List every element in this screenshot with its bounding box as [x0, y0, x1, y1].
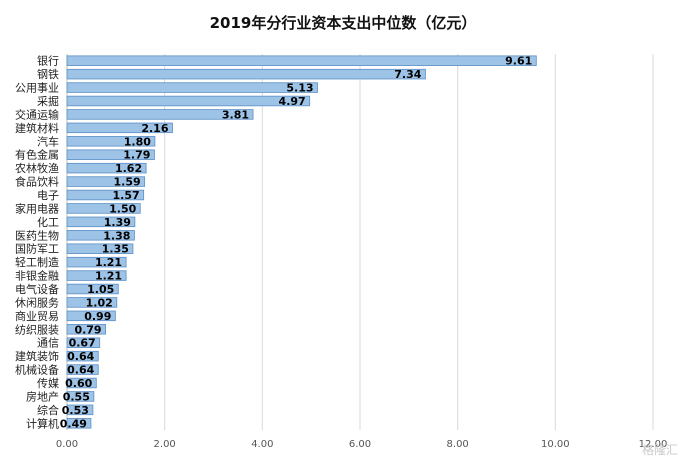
- x-tick-label: 2.00: [154, 439, 176, 450]
- bar: [66, 95, 311, 107]
- data-label: 1.02: [86, 296, 113, 309]
- bar: [66, 377, 97, 389]
- data-label: 0.79: [74, 323, 101, 336]
- category-label: 食品饮料: [15, 175, 59, 189]
- bar: [66, 324, 106, 335]
- data-label: 1.80: [124, 135, 151, 148]
- data-label: 1.50: [109, 202, 136, 215]
- bar: [66, 216, 136, 228]
- data-label: 2.16: [141, 122, 168, 135]
- category-label: 建筑装饰: [15, 349, 59, 363]
- category-label: 房地产: [26, 389, 59, 403]
- bar: [66, 418, 92, 429]
- category-label: 纺织服装: [15, 322, 59, 336]
- data-label: 0.64: [67, 350, 94, 363]
- data-label: 0.53: [62, 404, 89, 417]
- bar: [66, 68, 426, 80]
- category-label: 交通运输: [15, 107, 59, 121]
- bar: [66, 109, 254, 120]
- bar: [66, 404, 94, 416]
- bar: [66, 82, 318, 93]
- category-label: 商业贸易: [15, 309, 59, 323]
- category-label: 传媒: [37, 377, 59, 390]
- category-label: 综合: [37, 403, 59, 417]
- x-tick-label: 4.00: [251, 439, 273, 450]
- bar: [66, 243, 134, 254]
- category-label: 轻工制造: [15, 255, 59, 269]
- data-label: 5.13: [286, 82, 313, 95]
- data-label: 0.55: [63, 390, 90, 403]
- data-label: 1.62: [115, 162, 142, 175]
- category-label: 汽车: [37, 134, 59, 148]
- category-label: 钢铁: [37, 68, 59, 81]
- data-label: 0.99: [84, 310, 111, 323]
- data-label: 0.60: [65, 377, 92, 390]
- category-label: 采掘: [37, 94, 59, 108]
- category-label: 化工: [37, 215, 59, 229]
- data-label: 0.49: [60, 417, 87, 430]
- data-label: 1.21: [95, 270, 122, 283]
- bar: [66, 55, 537, 66]
- data-label: 1.05: [87, 283, 114, 296]
- data-label: 1.59: [114, 176, 141, 189]
- category-label: 电气设备: [15, 282, 59, 296]
- x-tick-label: 8.00: [447, 439, 469, 450]
- data-label: 0.67: [69, 337, 96, 350]
- category-label: 公用事业: [15, 82, 59, 95]
- category-label: 非银金融: [15, 269, 59, 283]
- category-label: 国防军工: [15, 242, 59, 256]
- category-label: 农林牧渔: [15, 161, 59, 175]
- bar: [66, 297, 118, 308]
- data-label: 3.81: [222, 108, 249, 121]
- watermark-logo: 格隆汇: [641, 443, 678, 457]
- bar: [66, 149, 155, 160]
- data-label: 1.38: [103, 229, 130, 242]
- bar: [66, 203, 141, 214]
- bar: [66, 270, 127, 281]
- category-label: 电子: [37, 189, 59, 202]
- category-label: 医药生物: [15, 228, 59, 242]
- category-label: 机械设备: [15, 363, 59, 377]
- bar: [66, 136, 156, 147]
- category-label: 家用电器: [15, 201, 59, 215]
- x-tick-label: 10.00: [541, 439, 570, 450]
- data-label: 1.21: [95, 256, 122, 269]
- data-label: 9.61: [505, 55, 532, 68]
- bar: [66, 256, 127, 268]
- x-tick-label: 0.00: [56, 439, 78, 450]
- chart-title: 2019年分行业资本支出中位数（亿元）: [209, 14, 477, 32]
- data-label: 1.39: [104, 216, 131, 229]
- bar: [66, 283, 119, 295]
- bar: [66, 350, 99, 362]
- data-label: 4.97: [279, 95, 306, 108]
- bar: [66, 189, 145, 201]
- x-tick-label: 12.00: [639, 439, 668, 450]
- bar: [66, 337, 101, 348]
- x-tick-label: 6.00: [349, 439, 371, 450]
- category-label: 休闲服务: [15, 295, 59, 309]
- data-label: 1.79: [123, 149, 150, 162]
- bar: [66, 310, 116, 322]
- category-label: 银行: [37, 54, 59, 68]
- category-label: 建筑材料: [15, 121, 59, 135]
- bar: [66, 230, 135, 241]
- bar: [66, 162, 147, 174]
- data-label: 0.64: [67, 364, 94, 377]
- bar: [66, 176, 146, 187]
- data-label: 7.34: [394, 68, 421, 81]
- category-label: 有色金属: [15, 148, 59, 162]
- data-label: 1.35: [102, 243, 129, 256]
- category-label: 计算机: [26, 416, 59, 430]
- bar: [66, 364, 99, 375]
- bar: [66, 391, 95, 402]
- category-label: 通信: [37, 337, 59, 350]
- bar: [66, 122, 173, 134]
- data-label: 1.57: [113, 189, 140, 202]
